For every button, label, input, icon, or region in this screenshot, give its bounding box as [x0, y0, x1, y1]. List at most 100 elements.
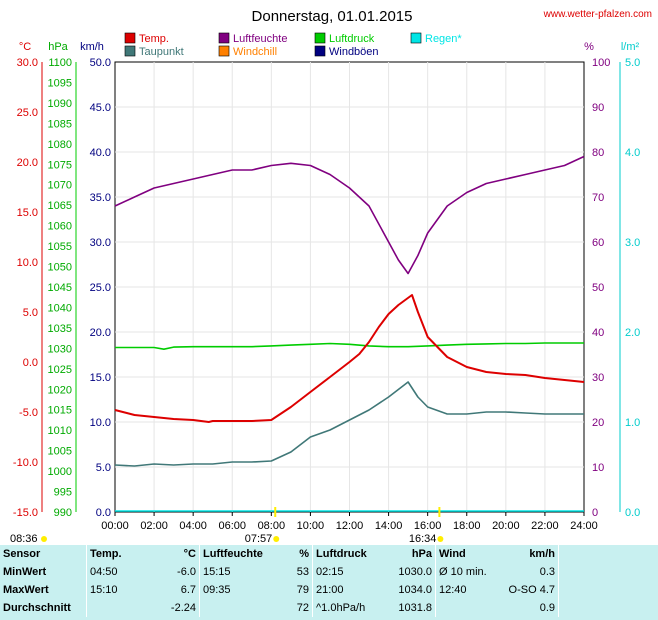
x-tick-label: 10:00: [297, 520, 325, 532]
rain-tick-label: 4.0: [625, 147, 640, 159]
legend-label: Luftdruck: [329, 33, 375, 45]
stats-header-wind: Wind: [435, 545, 502, 563]
axis-unit-rain: l/m²: [621, 41, 640, 53]
stats-cell: O-SO 4.7: [508, 584, 555, 596]
stats-empty-col: [558, 563, 658, 581]
hum-tick-label: 0: [592, 507, 598, 519]
stats-cell: 04:50: [86, 563, 143, 581]
wind-tick-label: 50.0: [90, 57, 111, 69]
hum-tick-label: 20: [592, 417, 604, 429]
stats-cell: 1034.0: [398, 584, 432, 596]
stats-empty-col: [558, 545, 658, 563]
legend-swatch: [218, 32, 230, 44]
press-tick-label: 995: [54, 487, 72, 499]
wind-tick-label: 45.0: [90, 102, 111, 114]
press-tick-label: 1065: [48, 200, 72, 212]
hum-tick-label: 50: [592, 282, 604, 294]
x-tick-label: 12:00: [336, 520, 364, 532]
stats-header-temp-unit: °C: [183, 548, 196, 560]
stats-row-label: MaxWert: [3, 584, 49, 596]
temp-tick-label: -5.0: [19, 407, 38, 419]
legend-label: Luftfeuchte: [233, 33, 287, 45]
press-tick-label: 1075: [48, 159, 72, 171]
stats-cell: 02:15: [312, 563, 389, 581]
legend-swatch: [314, 45, 326, 57]
x-tick-label: 18:00: [453, 520, 481, 532]
rain-tick-label: 0.0: [625, 507, 640, 519]
stats-row-label: Durchschnitt: [3, 602, 71, 614]
x-tick-label: 04:00: [179, 520, 207, 532]
temp-tick-label: 10.0: [17, 257, 38, 269]
statistics-table: Sensor Temp. °C Luftfeuchte % Luftdruck …: [0, 545, 658, 620]
sun-marker-label: 07:57: [245, 533, 273, 545]
sun-icon: [273, 536, 280, 542]
press-tick-label: 1095: [48, 77, 72, 89]
legend-label: Taupunkt: [139, 46, 184, 58]
press-tick-label: 1045: [48, 282, 72, 294]
press-tick-label: 1000: [48, 466, 72, 478]
axis-unit-hum: %: [584, 41, 594, 53]
stats-cell: Ø 10 min.: [435, 563, 502, 581]
legend-label: Windchill: [233, 46, 277, 58]
legend-swatch: [218, 45, 230, 57]
temp-tick-label: -15.0: [13, 507, 38, 519]
wind-tick-label: 0.0: [96, 507, 111, 519]
press-tick-label: 990: [54, 507, 72, 519]
press-tick-label: 1030: [48, 343, 72, 355]
stats-cell: 72: [296, 602, 309, 614]
stats-cell: 15:15: [199, 563, 276, 581]
table-row: Durchschnitt -2.24 72 ^1.0hPa/h 1031.8 0…: [0, 599, 658, 617]
press-tick-label: 1015: [48, 405, 72, 417]
x-tick-label: 24:00: [570, 520, 598, 532]
press-tick-label: 1005: [48, 446, 72, 458]
series-line-taupunkt: [114, 381, 584, 467]
x-axis: 00:00 02:00 04:00 06:00 08:00 10:00 12:00 14:00…: [10, 507, 598, 545]
legend: Temp. Luftfeuchte Luftdruck Regen* Taupunkt W…: [124, 32, 462, 58]
x-tick-label: 08:00: [258, 520, 286, 532]
axis-unit-temp: °C: [19, 41, 31, 53]
site-link[interactable]: www.wetter-pfalzen.com: [543, 9, 652, 20]
weather-chart: Donnerstag, 01.01.2015 www.wetter-pfalze…: [10, 8, 652, 545]
stats-cell: 1031.8: [398, 602, 432, 614]
stats-cell: 0.9: [539, 602, 555, 614]
press-tick-label: 1050: [48, 262, 72, 274]
press-tick-label: 1080: [48, 139, 72, 151]
series-line-luftfeuchte: [114, 155, 585, 275]
stats-cell: 1030.0: [398, 566, 432, 578]
wind-tick-label: 30.0: [90, 237, 111, 249]
stats-header-hum: Luftfeuchte: [199, 545, 276, 563]
axes: °C hPa km/h% l/m² 30.0 25.0 20.0 15.0 10.0 5.0 0.0…: [13, 41, 640, 519]
legend-swatch: [410, 32, 422, 44]
stats-cell: 79: [296, 584, 309, 596]
hum-tick-label: 100: [592, 57, 610, 69]
stats-cell: [86, 599, 143, 617]
x-tick-label: 16:00: [414, 520, 442, 532]
x-tick-label: 06:00: [218, 520, 246, 532]
sun-marker-label: 16:34: [409, 533, 437, 545]
stats-cell: -6.0: [177, 566, 196, 578]
press-tick-label: 1020: [48, 384, 72, 396]
wind-tick-label: 35.0: [90, 192, 111, 204]
stats-cell: -2.24: [170, 602, 196, 614]
stats-header-press: Luftdruck: [312, 545, 389, 563]
stats-cell: 09:35: [199, 581, 276, 599]
temp-tick-label: 15.0: [17, 207, 38, 219]
table-row: MaxWert 15:10 6.7 09:35 79 21:00 1034.0 …: [0, 581, 658, 599]
axis-unit-press: hPa: [48, 41, 68, 53]
stats-cell: [435, 599, 502, 617]
rain-tick-label: 1.0: [625, 417, 640, 429]
press-tick-label: 1055: [48, 241, 72, 253]
rain-tick-label: 2.0: [625, 327, 640, 339]
stats-header-temp: Temp.: [86, 545, 143, 563]
press-tick-label: 1060: [48, 221, 72, 233]
axis-unit-wind: km/h: [80, 41, 104, 53]
temp-tick-label: -10.0: [13, 457, 38, 469]
press-tick-label: 1090: [48, 98, 72, 110]
table-row: MinWert 04:50 -6.0 15:15 53 02:15 1030.0…: [0, 563, 658, 581]
x-tick-label: 20:00: [492, 520, 520, 532]
x-tick-label: 14:00: [375, 520, 403, 532]
grid: [115, 62, 584, 512]
press-tick-label: 1025: [48, 364, 72, 376]
stats-cell: 12:40: [435, 581, 502, 599]
hum-tick-label: 40: [592, 327, 604, 339]
